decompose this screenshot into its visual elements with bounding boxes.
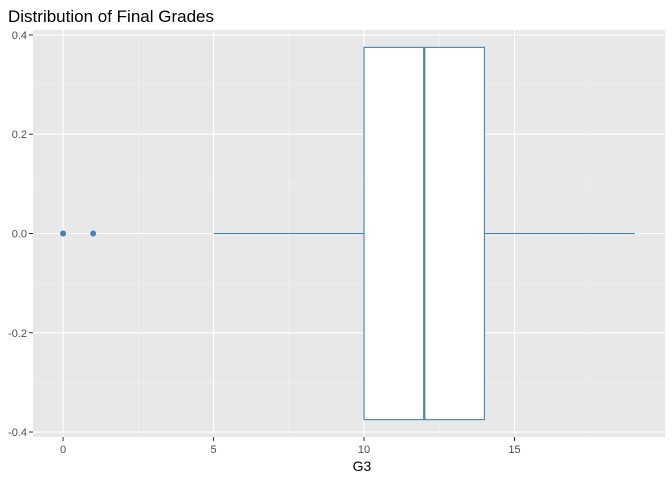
y-tick-label: 0.4 [12, 30, 27, 42]
x-axis-title: G3 [353, 458, 372, 474]
y-tick-label: 0.0 [12, 229, 27, 241]
y-tick-label: -0.4 [8, 427, 27, 439]
y-tick-label: 0.2 [12, 129, 27, 141]
outlier-point [60, 230, 67, 237]
x-tick-label: 15 [508, 444, 520, 456]
y-tick-label: -0.2 [8, 328, 27, 340]
x-tick-label: 5 [211, 444, 217, 456]
chart-title: Distribution of Final Grades [8, 7, 214, 26]
x-tick-label: 0 [60, 444, 66, 456]
x-tick-label: 10 [358, 444, 370, 456]
outlier-point [90, 230, 97, 237]
